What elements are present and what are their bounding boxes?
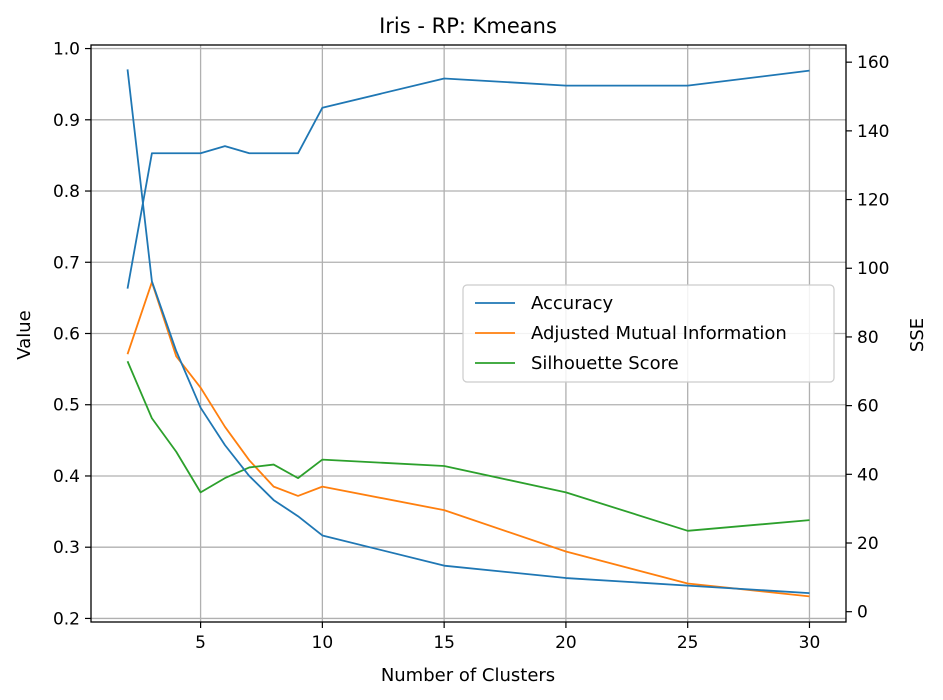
y-tick-label: 0.3 xyxy=(53,538,80,558)
y2-tick-label: 140 xyxy=(857,122,889,142)
y-tick-label: 1.0 xyxy=(53,40,80,60)
x-tick-label: 15 xyxy=(433,633,455,653)
legend-label: Silhouette Score xyxy=(531,353,679,374)
legend-label: Adjusted Mutual Information xyxy=(531,323,787,344)
series-line-accuracy xyxy=(126,69,810,289)
tick-marks-and-labels: 5 10 15 20 25 30 0.2 0.3 0.4 0.5 0.6 0.7 0.8 0.9 1.0 0 2… xyxy=(53,40,890,653)
y-tick-label: 0.4 xyxy=(53,467,80,487)
y2-tick-label: 60 xyxy=(857,397,879,417)
legend: Accuracy Adjusted Mutual Information Silho… xyxy=(462,284,835,383)
y-axis-label: Value xyxy=(14,310,35,359)
y2-tick-label: 0 xyxy=(857,603,868,623)
y-tick-label: 0.9 xyxy=(53,111,80,131)
y2-tick-label: 120 xyxy=(857,191,889,211)
legend-box xyxy=(462,284,835,383)
x-tick-label: 10 xyxy=(312,633,334,653)
y-tick-label: 0.8 xyxy=(53,182,80,202)
y2-axis-label: SSE xyxy=(907,318,928,352)
series-line-silhouette-score xyxy=(126,360,810,532)
y-tick-label: 0.7 xyxy=(53,253,80,273)
y-tick-label: 0.5 xyxy=(53,396,80,416)
y2-tick-label: 40 xyxy=(857,465,879,485)
y2-tick-label: 20 xyxy=(857,534,879,554)
y2-tick-label: 80 xyxy=(857,328,879,348)
series-line-adjusted-mutual-information xyxy=(126,281,810,598)
y-tick-label: 0.6 xyxy=(53,325,80,345)
y-tick-label: 0.2 xyxy=(53,609,80,629)
series-line-sse xyxy=(126,69,810,595)
x-tick-label: 5 xyxy=(195,633,206,653)
chart-title: Iris - RP: Kmeans xyxy=(379,14,557,38)
x-tick-label: 25 xyxy=(677,633,699,653)
series-lines xyxy=(126,69,810,598)
x-axis-label: Number of Clusters xyxy=(381,665,555,686)
x-tick-label: 30 xyxy=(799,633,821,653)
legend-label: Accuracy xyxy=(531,293,614,314)
y2-tick-label: 100 xyxy=(857,259,889,279)
x-tick-label: 20 xyxy=(555,633,577,653)
y2-tick-label: 160 xyxy=(857,53,889,73)
